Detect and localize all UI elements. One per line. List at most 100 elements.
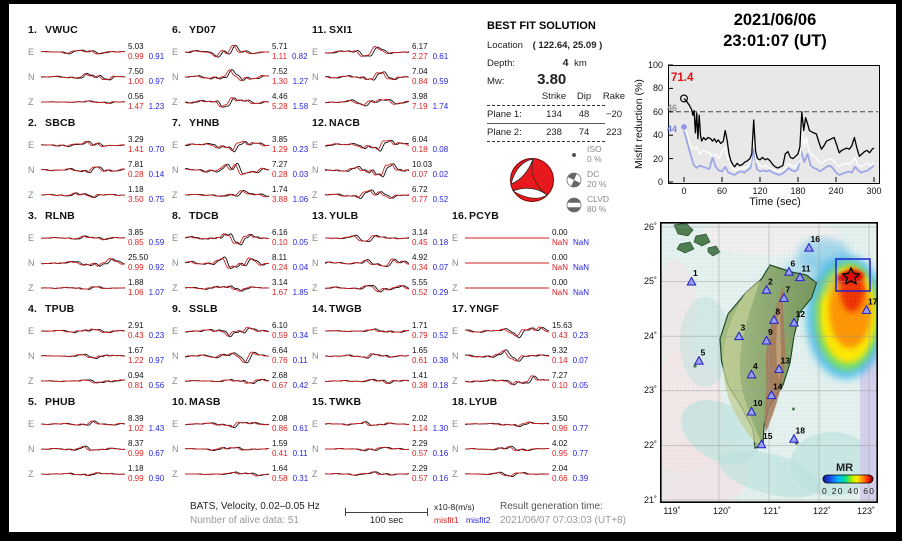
component-label: Z	[28, 468, 34, 479]
waveform-values: 0.00 NaN NaN	[552, 278, 604, 297]
peak-amplitude: 3.50	[552, 414, 568, 423]
misfit2-value: 0.02	[432, 169, 449, 179]
station-header: 1. VWUC	[28, 24, 180, 39]
waveform-values: 7.27 0.28 0.03	[272, 160, 324, 179]
component-label: Z	[28, 282, 34, 293]
misfit2-value: 1.07	[148, 287, 165, 297]
plane1-row: Plane 1: 134 48 −20	[487, 109, 622, 120]
peak-amplitude: 1.59	[272, 439, 288, 448]
misfit-xtick: 240	[828, 186, 844, 196]
waveform-values: 6.16 0.10 0.05	[272, 228, 324, 247]
peak-amplitude: 1.18	[128, 464, 144, 473]
map-lon-label: 123˚	[856, 506, 875, 516]
misfit1-value: 0.28	[128, 169, 144, 179]
station-name: TWGB	[329, 303, 362, 315]
map-station-triangle	[766, 389, 777, 400]
misfit2-value: 0.03	[292, 169, 309, 179]
component-label: E	[28, 46, 35, 57]
waveform-trace	[185, 140, 269, 152]
misfit2-value: 0.61	[432, 51, 449, 61]
divider-dashed	[487, 105, 605, 106]
map-graticule	[660, 222, 878, 503]
waveform-row: Z 0.00 NaN NaN	[452, 275, 604, 300]
waveform-values: 3.14 0.45 0.18	[412, 228, 464, 247]
peak-amplitude: 15.63	[552, 321, 573, 330]
misfit2-value: 0.07	[432, 262, 449, 272]
station-number: 14.	[312, 303, 328, 315]
waveform-values: 0.94 0.81 0.56	[128, 371, 180, 390]
station-header: 4. TPUB	[28, 303, 180, 318]
station-name: SBCB	[45, 117, 76, 129]
waveform-row: Z 4.46 5.28 1.58	[172, 89, 324, 114]
station-header: 15. TWKB	[312, 396, 464, 411]
depth-row: Depth: 4 km	[487, 57, 587, 69]
frame-right	[896, 0, 902, 541]
waveform-trace	[41, 445, 125, 451]
map-station-number: 16	[811, 234, 821, 244]
dc-pct: 20 %	[587, 178, 607, 189]
misfit-ytick: 60	[652, 106, 663, 117]
waveform-trace	[41, 49, 125, 54]
location-value: ( 122.64, 25.09 )	[532, 40, 603, 51]
misfit2-value: 0.16	[432, 448, 449, 458]
waveform-trace	[185, 162, 269, 175]
misfit-ytick: 80	[652, 83, 663, 94]
waveform-row: Z 1.64 0.58 0.31	[172, 461, 324, 486]
waveform-values: 6.72 0.77 0.52	[412, 185, 464, 204]
station-number: 13.	[312, 210, 328, 222]
map-station-number: 3	[741, 323, 746, 333]
misfit2-value: 0.05	[572, 380, 589, 390]
waveform-trace	[185, 326, 269, 337]
waveform-row: E 3.50 0.96 0.77	[452, 411, 604, 436]
waveform-trace	[185, 471, 269, 476]
best-misfit-annotation: 71.4	[671, 72, 694, 84]
waveform-row: N 4.02 0.95 0.77	[452, 436, 604, 461]
waveform-trace	[325, 45, 409, 57]
waveform-trace	[325, 327, 409, 333]
station-panel: 1. VWUC E 5.03 0.99 0.91 N 7.50 1.00 0.97 Z…	[28, 24, 180, 114]
peak-amplitude: 3.85	[128, 228, 144, 237]
waveform-trace	[325, 98, 409, 106]
misfit1-value: 0.43	[128, 330, 144, 340]
misfit2-value: 1.06	[292, 194, 309, 204]
misfit1-value: 1.14	[412, 423, 428, 433]
misfit-ylabel: Misfit reduction (%)	[633, 79, 645, 169]
map-station-triangle	[773, 363, 785, 373]
waveform-values: 1.67 1.22 0.97	[128, 346, 180, 365]
station-name: MASB	[189, 396, 221, 408]
waveform-values: 1.65 0.61 0.38	[412, 346, 464, 365]
misfit2-value: 0.23	[292, 144, 309, 154]
component-label: E	[172, 139, 179, 150]
waveform-values: 3.85 1.29 0.23	[272, 135, 324, 154]
waveform-row: Z 2.29 0.57 0.16	[312, 461, 464, 486]
colorbar-title: MR	[836, 462, 853, 474]
station-header: 18. LYUB	[452, 396, 604, 411]
peak-amplitude: 5.55	[412, 278, 428, 287]
map-station-triangle	[756, 439, 767, 449]
component-label: Z	[28, 375, 34, 386]
waveform-row: Z 2.04 0.66 0.39	[452, 461, 604, 486]
component-label: Z	[172, 189, 178, 200]
waveform-row: N 1.67 1.22 0.97	[28, 343, 180, 368]
station-number: 18.	[452, 396, 468, 408]
map-station-number: 9	[768, 327, 773, 337]
plane1-label: Plane 1:	[487, 109, 522, 120]
component-label: Z	[172, 96, 178, 107]
clvd-beachball-icon	[566, 197, 582, 212]
waveform-row: E 6.04 0.18 0.08	[312, 132, 464, 157]
peak-amplitude: 6.64	[272, 346, 288, 355]
decomp-clvd: CLVD 80 %	[566, 192, 609, 217]
station-panel: 3. RLNB E 3.85 0.85 0.59 N 25.50 0.99 0.92 …	[28, 210, 180, 300]
plane1-strike: 134	[546, 109, 562, 120]
dc-beachball-icon	[566, 172, 582, 187]
footer-alive-data: Number of alive data: 51	[190, 515, 299, 526]
misfit1-value: 0.18	[412, 144, 428, 154]
waveform-trace	[41, 165, 125, 173]
waveform-row: N 8.37 0.99 0.67	[28, 436, 180, 461]
component-label: N	[172, 164, 179, 175]
component-label: N	[452, 350, 459, 361]
map-frame	[660, 222, 878, 503]
component-label: N	[312, 164, 319, 175]
peak-amplitude: 8.39	[128, 414, 144, 423]
misfit1-value: 5.28	[272, 101, 288, 111]
